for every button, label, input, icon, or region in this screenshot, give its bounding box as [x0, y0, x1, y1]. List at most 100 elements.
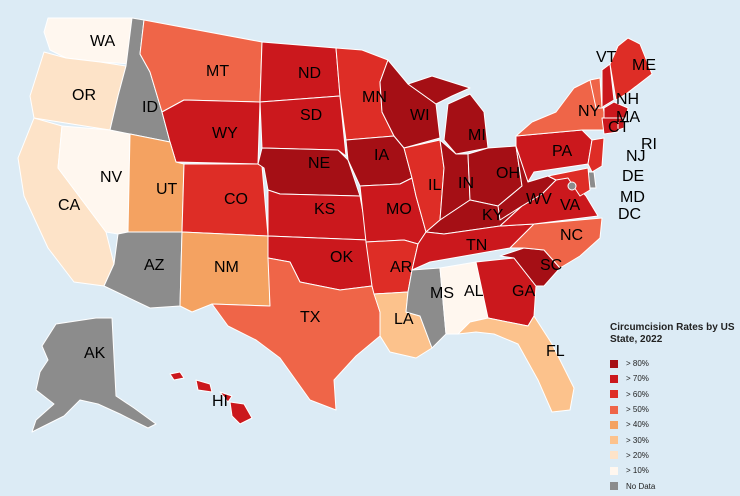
state-label-NJ: NJ: [626, 148, 646, 165]
state-label-AZ: AZ: [144, 257, 165, 274]
state-label-RI: RI: [641, 136, 657, 153]
legend-item: > 30%: [610, 432, 735, 447]
state-label-DC: DC: [618, 206, 641, 223]
state-TX[interactable]: [211, 257, 381, 411]
state-label-MT: MT: [206, 63, 229, 80]
state-MD[interactable]: [547, 167, 591, 197]
legend-label: No Data: [626, 481, 656, 491]
state-CO[interactable]: [181, 163, 269, 237]
state-AK[interactable]: [31, 317, 157, 433]
legend-label: > 80%: [626, 359, 649, 369]
state-PA[interactable]: [515, 129, 593, 183]
state-label-MA: MA: [616, 109, 640, 126]
state-SD[interactable]: [259, 95, 347, 157]
state-CT[interactable]: [601, 117, 619, 135]
state-label-OR: OR: [72, 87, 96, 104]
state-label-WY: WY: [212, 125, 238, 142]
state-label-WI: WI: [410, 107, 430, 124]
state-label-AK: AK: [84, 345, 106, 362]
state-label-OH: OH: [496, 165, 520, 182]
state-NC[interactable]: [509, 217, 603, 269]
state-MA[interactable]: [603, 101, 629, 119]
legend-label: > 10%: [626, 466, 649, 476]
state-label-CO: CO: [224, 191, 248, 208]
legend-swatch: [610, 436, 618, 445]
legend-label: > 70%: [626, 374, 649, 384]
state-label-OK: OK: [330, 249, 353, 266]
state-label-GA: GA: [512, 283, 535, 300]
state-RI[interactable]: [617, 117, 625, 131]
state-label-IL: IL: [428, 177, 441, 194]
state-label-CT: CT: [608, 119, 630, 136]
state-label-KS: KS: [314, 201, 335, 218]
state-label-LA: LA: [394, 311, 414, 328]
state-label-MN: MN: [362, 89, 387, 106]
state-label-UT: UT: [156, 181, 178, 198]
legend-swatch: [610, 359, 618, 368]
state-label-NE: NE: [308, 155, 330, 172]
state-NJ[interactable]: [587, 137, 605, 173]
legend-item: > 40%: [610, 417, 735, 432]
state-label-ME: ME: [632, 57, 656, 74]
state-ME[interactable]: [609, 37, 653, 101]
state-AZ[interactable]: [103, 231, 183, 309]
state-label-PA: PA: [552, 143, 572, 160]
legend-label: > 20%: [626, 450, 649, 460]
state-label-TX: TX: [300, 309, 321, 326]
state-label-WV: WV: [526, 191, 552, 208]
state-label-WA: WA: [90, 33, 116, 50]
state-NH[interactable]: [601, 63, 615, 109]
state-HI[interactable]: [169, 371, 253, 425]
legend-swatch: [610, 405, 618, 414]
state-label-NY: NY: [578, 103, 601, 120]
state-label-NC: NC: [560, 227, 583, 244]
legend-item: > 80%: [610, 356, 735, 371]
legend-label: > 60%: [626, 389, 649, 399]
state-label-DE: DE: [622, 168, 644, 185]
legend-item: > 50%: [610, 402, 735, 417]
state-label-NM: NM: [214, 259, 239, 276]
legend-swatch: [610, 390, 618, 399]
state-WV[interactable]: [497, 145, 557, 221]
state-label-NH: NH: [616, 91, 639, 108]
state-label-AR: AR: [390, 259, 412, 276]
state-label-AL: AL: [464, 283, 484, 300]
state-label-VT: VT: [596, 49, 617, 66]
state-label-SC: SC: [540, 257, 562, 274]
legend-item: > 60%: [610, 387, 735, 402]
state-label-TN: TN: [466, 237, 487, 254]
legend-swatch: [610, 420, 618, 429]
map-legend: Circumcision Rates by US State, 2022 > 8…: [610, 322, 735, 494]
state-label-CA: CA: [58, 197, 81, 214]
legend-title: Circumcision Rates by US State, 2022: [610, 322, 735, 345]
legend-swatch: [610, 466, 618, 475]
legend-label: > 30%: [626, 435, 649, 445]
state-label-IN: IN: [458, 175, 474, 192]
legend-swatch: [610, 374, 618, 383]
state-label-HI: HI: [212, 393, 228, 410]
state-label-KY: KY: [482, 207, 504, 224]
state-label-FL: FL: [546, 343, 565, 360]
state-label-MI: MI: [468, 127, 486, 144]
state-label-MO: MO: [386, 201, 412, 218]
legend-item: > 10%: [610, 463, 735, 478]
legend-swatch: [610, 451, 618, 460]
legend-item: > 20%: [610, 448, 735, 463]
state-label-VA: VA: [560, 197, 580, 214]
legend-item: No Data: [610, 478, 735, 493]
state-label-SD: SD: [300, 107, 322, 124]
state-label-ID: ID: [142, 99, 158, 116]
state-label-ND: ND: [298, 65, 321, 82]
legend-item: > 70%: [610, 371, 735, 386]
legend-swatch: [610, 482, 618, 491]
state-label-MD: MD: [620, 189, 645, 206]
state-label-IA: IA: [374, 147, 389, 164]
state-label-MS: MS: [430, 285, 454, 302]
state-DC[interactable]: [567, 181, 577, 191]
legend-items: > 80% > 70% > 60% > 50% > 40% > 30% > 20% > 10%…: [610, 356, 735, 494]
state-label-NV: NV: [100, 169, 123, 186]
state-FL[interactable]: [457, 315, 575, 413]
legend-label: > 50%: [626, 405, 649, 415]
